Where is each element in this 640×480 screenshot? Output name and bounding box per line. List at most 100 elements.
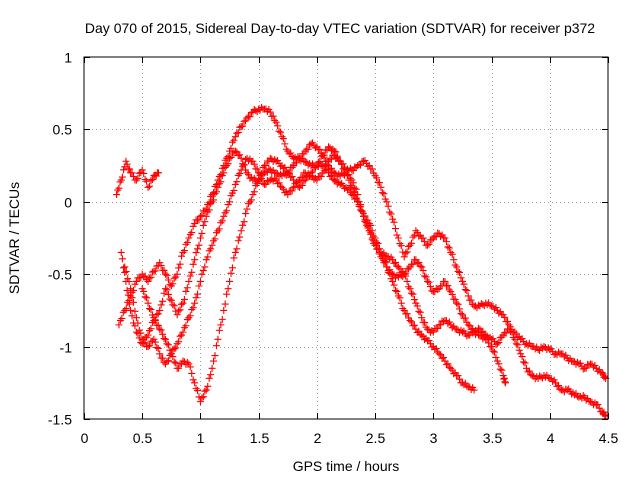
data-point-track-5 [271, 156, 279, 164]
data-point-track-2 [456, 375, 464, 383]
data-point-track-4 [164, 357, 172, 365]
data-point-track-5 [207, 371, 215, 379]
x-tick-label: 0.5 [133, 430, 153, 446]
data-point-track-1 [147, 177, 155, 185]
data-point-track-3 [409, 260, 417, 268]
data-point-track-4 [127, 285, 135, 293]
data-point-track-2 [185, 234, 193, 242]
data-point-track-4 [199, 267, 207, 275]
grid-lines [84, 57, 608, 419]
data-point-track-2 [269, 112, 277, 120]
data-point-track-2 [277, 128, 284, 136]
data-point-track-1 [122, 157, 130, 165]
data-point-track-4 [313, 176, 321, 184]
data-point-track-4 [434, 324, 442, 332]
data-point-track-4 [182, 322, 190, 330]
data-point-track-4 [405, 283, 413, 291]
data-point-track-3 [236, 151, 244, 159]
data-point-track-5 [425, 240, 433, 248]
data-point-track-3 [293, 159, 301, 167]
data-point-track-5 [144, 299, 152, 307]
data-point-track-5 [594, 401, 602, 409]
data-point-track-3 [188, 268, 196, 276]
data-point-track-5 [169, 353, 177, 361]
data-point-track-2 [164, 276, 172, 284]
data-point-track-3 [501, 378, 509, 386]
data-point-track-5 [421, 238, 429, 246]
data-point-track-4 [217, 219, 225, 227]
data-point-track-3 [120, 264, 128, 272]
data-point-track-5 [380, 190, 388, 198]
data-point-track-2 [144, 277, 152, 285]
data-point-track-3 [316, 145, 324, 153]
data-point-track-5 [518, 353, 526, 361]
data-point-track-4 [214, 227, 222, 235]
data-point-track-2 [182, 240, 190, 248]
data-point-track-3 [461, 314, 469, 322]
data-point-track-3 [210, 196, 218, 204]
data-point-track-5 [218, 315, 226, 323]
data-point-track-5 [343, 165, 351, 173]
data-point-track-5 [424, 241, 432, 249]
data-point-track-4 [482, 331, 490, 339]
data-point-track-3 [453, 299, 461, 307]
data-point-track-5 [204, 382, 212, 390]
data-point-track-5 [335, 156, 343, 164]
data-point-track-2 [191, 220, 199, 228]
data-point-track-5 [408, 239, 415, 247]
data-point-track-4 [544, 344, 552, 352]
data-point-track-2 [183, 238, 191, 246]
data-point-track-1 [123, 160, 131, 168]
data-point-track-5 [163, 340, 171, 348]
data-point-track-5 [188, 369, 196, 377]
data-point-track-4 [358, 207, 366, 215]
data-point-track-2 [425, 337, 433, 345]
data-point-track-2 [118, 315, 126, 323]
data-point-track-2 [175, 264, 183, 272]
data-point-track-5 [186, 363, 194, 371]
data-point-track-3 [162, 285, 170, 293]
data-point-track-3 [195, 241, 203, 249]
data-point-track-4 [589, 363, 597, 371]
data-point-track-5 [368, 165, 376, 173]
data-point-track-5 [591, 399, 599, 407]
data-point-track-5 [453, 263, 461, 271]
data-point-track-5 [525, 367, 533, 375]
data-point-track-5 [313, 162, 321, 170]
data-point-track-2 [393, 287, 401, 295]
y-tick-label: 0.5 [53, 122, 73, 138]
data-point-track-4 [137, 329, 145, 337]
data-point-track-3 [425, 278, 433, 286]
data-point-track-3 [496, 365, 504, 373]
data-point-track-2 [179, 248, 187, 256]
data-point-track-3 [250, 174, 258, 182]
data-point-track-3 [205, 206, 213, 214]
data-point-track-4 [317, 172, 325, 180]
data-point-track-4 [192, 294, 200, 302]
x-tick-label: 2 [314, 430, 322, 446]
data-point-track-2 [132, 277, 140, 285]
data-point-track-3 [185, 277, 193, 285]
data-point-track-2 [231, 133, 239, 141]
data-point-track-2 [391, 286, 399, 294]
data-point-track-3 [272, 169, 280, 177]
data-point-track-4 [262, 180, 270, 188]
data-point-track-4 [125, 278, 133, 286]
data-point-track-5 [223, 290, 231, 298]
data-point-track-2 [246, 113, 254, 121]
data-point-track-4 [521, 340, 529, 348]
data-point-track-5 [454, 267, 462, 275]
data-point-track-5 [226, 277, 234, 285]
data-point-track-4 [424, 325, 432, 333]
data-point-track-4 [189, 304, 197, 312]
data-point-track-4 [418, 314, 426, 322]
data-point-track-5 [217, 321, 225, 329]
data-point-track-2 [400, 306, 408, 314]
data-point-track-5 [150, 314, 158, 322]
data-point-track-1 [132, 176, 140, 184]
data-point-track-3 [198, 229, 206, 237]
data-point-track-4 [268, 175, 276, 183]
data-point-track-1 [134, 174, 142, 182]
data-point-track-5 [563, 386, 571, 394]
data-point-track-1 [155, 169, 163, 177]
